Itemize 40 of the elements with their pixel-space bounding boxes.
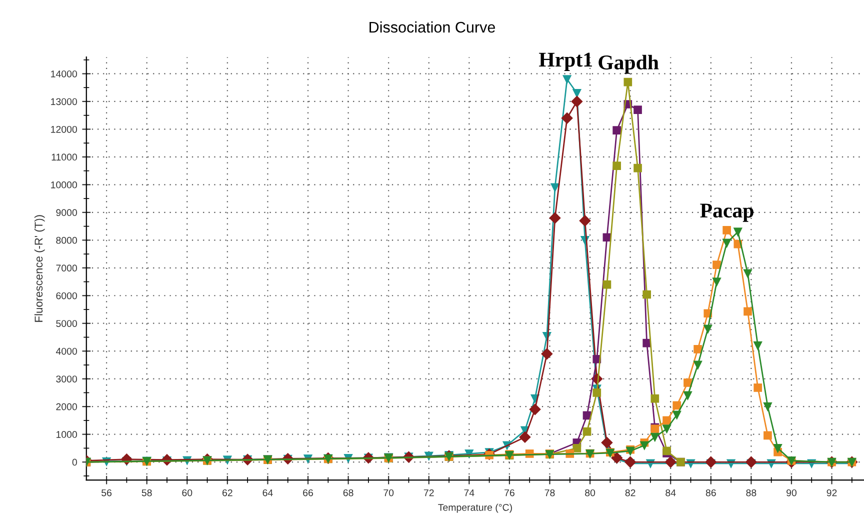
x-tick-label: 82 xyxy=(625,489,636,496)
y-tick-label: 5000 xyxy=(56,320,77,327)
y-tick-label: 3000 xyxy=(56,376,77,382)
y-tick-label: 10000 xyxy=(51,181,77,188)
y-tick-label: 13000 xyxy=(51,98,77,106)
annotation: Pacap xyxy=(700,204,754,222)
x-tick-label: 92 xyxy=(826,489,837,496)
x-tick-label: 78 xyxy=(544,489,555,496)
x-axis-title: Temperature (°C) xyxy=(438,504,512,513)
x-tick-label: 66 xyxy=(303,489,313,496)
x-tick-label: 86 xyxy=(706,489,716,496)
x-tick-label: 60 xyxy=(182,489,192,496)
y-tick-label: 11000 xyxy=(52,154,77,161)
y-axis-title: Fluorescence (-R' (T)) xyxy=(34,215,45,322)
x-tick-label: 56 xyxy=(102,489,112,496)
x-tick-label: 84 xyxy=(666,489,676,496)
y-tick-label: 0 xyxy=(72,458,77,466)
y-tick-label: 8000 xyxy=(56,236,77,244)
x-tick-label: 74 xyxy=(464,489,474,496)
y-tick-label: 14000 xyxy=(51,70,77,78)
y-tick-label: 6000 xyxy=(56,292,77,300)
x-tick-label: 64 xyxy=(262,489,273,496)
chart-title: Dissociation Curve xyxy=(370,21,496,33)
y-tick-label: 2000 xyxy=(56,403,77,410)
y-tick-label: 7000 xyxy=(56,264,77,272)
x-tick-label: 68 xyxy=(343,489,354,496)
y-tick-label: 12000 xyxy=(51,126,77,133)
annotation: Hrpt1 xyxy=(539,52,592,71)
annotation: Gapdh xyxy=(598,54,659,74)
y-tick-label: 1000 xyxy=(56,431,77,438)
x-tick-label: 80 xyxy=(585,489,596,496)
x-tick-label: 88 xyxy=(746,489,756,496)
x-tick-label: 70 xyxy=(384,489,394,496)
x-tick-label: 76 xyxy=(504,489,514,496)
x-tick-label: 58 xyxy=(142,489,152,496)
y-tick-label: 4000 xyxy=(56,348,77,355)
y-tick-label: 9000 xyxy=(56,209,77,216)
x-tick-label: 90 xyxy=(786,489,797,496)
x-tick-label: 62 xyxy=(222,489,232,496)
x-tick-label: 72 xyxy=(424,489,434,496)
